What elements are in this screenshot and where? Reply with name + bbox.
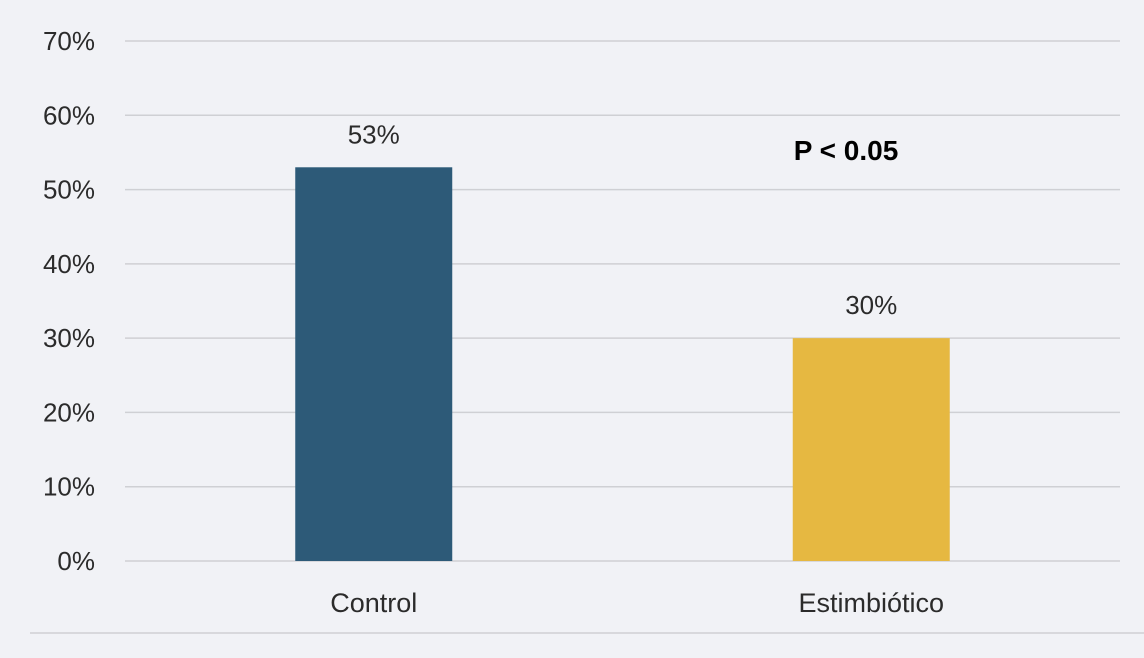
y-tick-label: 70% xyxy=(43,26,95,56)
y-tick-label: 20% xyxy=(43,397,95,427)
y-tick-label: 10% xyxy=(43,472,95,502)
data-label: 53% xyxy=(348,119,400,149)
bars xyxy=(295,167,950,562)
gridlines xyxy=(125,40,1120,562)
y-tick-label: 0% xyxy=(57,546,95,576)
y-axis-ticks: 0% 10% 20% 30% 40% 50% 60% 70% xyxy=(43,26,95,576)
x-category-label: Control xyxy=(330,588,417,618)
y-tick-label: 50% xyxy=(43,175,95,205)
y-tick-label: 30% xyxy=(43,323,95,353)
data-labels: 53% 30% xyxy=(348,119,898,320)
y-tick-label: 60% xyxy=(43,100,95,130)
y-tick-label: 40% xyxy=(43,249,95,279)
x-axis-categories: Control Estimbiótico xyxy=(330,588,944,618)
data-label: 30% xyxy=(845,290,897,320)
bar-estimbiotico xyxy=(792,338,950,561)
x-category-label: Estimbiótico xyxy=(798,588,944,618)
significance-annotation: P < 0.05 xyxy=(794,135,899,166)
bar-control xyxy=(295,167,453,562)
